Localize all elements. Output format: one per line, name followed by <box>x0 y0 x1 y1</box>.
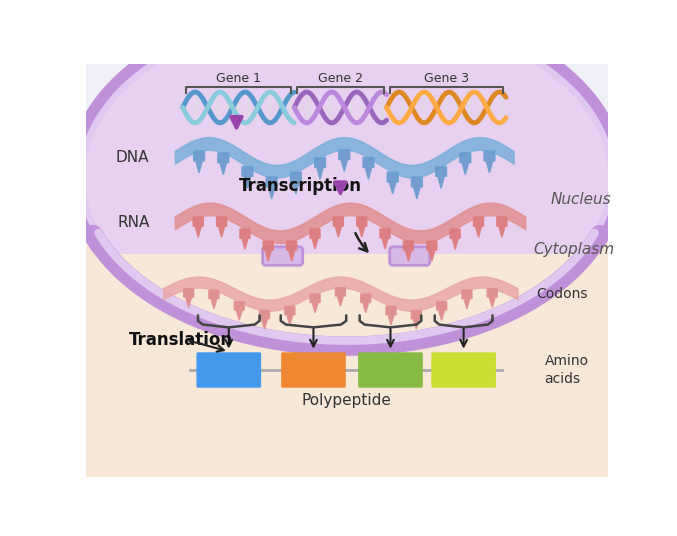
Polygon shape <box>473 217 483 237</box>
Polygon shape <box>285 307 294 325</box>
Polygon shape <box>403 241 414 261</box>
Polygon shape <box>209 290 219 309</box>
Polygon shape <box>437 302 447 320</box>
Polygon shape <box>484 151 495 173</box>
Text: Gene 3: Gene 3 <box>424 72 468 85</box>
FancyBboxPatch shape <box>87 64 608 477</box>
Polygon shape <box>497 217 507 237</box>
Polygon shape <box>286 241 297 261</box>
Text: Cytoplasm: Cytoplasm <box>533 242 614 257</box>
Polygon shape <box>240 229 250 249</box>
Polygon shape <box>412 310 421 329</box>
Text: DNA: DNA <box>116 150 150 165</box>
Polygon shape <box>234 302 244 320</box>
Polygon shape <box>266 177 277 199</box>
Polygon shape <box>217 217 227 237</box>
Polygon shape <box>193 217 203 237</box>
FancyBboxPatch shape <box>87 254 608 477</box>
Polygon shape <box>487 289 497 307</box>
Polygon shape <box>259 310 269 329</box>
FancyBboxPatch shape <box>358 352 423 388</box>
Polygon shape <box>263 241 274 261</box>
Polygon shape <box>436 167 446 188</box>
Polygon shape <box>380 229 390 249</box>
Polygon shape <box>363 158 374 179</box>
FancyBboxPatch shape <box>196 352 261 388</box>
Text: Codons: Codons <box>536 287 588 301</box>
Polygon shape <box>194 151 204 173</box>
Polygon shape <box>183 289 194 307</box>
Ellipse shape <box>85 15 609 338</box>
Text: Gene 2: Gene 2 <box>318 72 363 85</box>
Polygon shape <box>310 229 320 249</box>
Polygon shape <box>361 294 371 312</box>
Ellipse shape <box>85 15 609 338</box>
Polygon shape <box>460 153 471 175</box>
Polygon shape <box>333 217 343 237</box>
Polygon shape <box>218 153 229 175</box>
Polygon shape <box>310 294 320 312</box>
FancyBboxPatch shape <box>87 239 608 477</box>
Text: Amino
acids: Amino acids <box>544 354 588 386</box>
Polygon shape <box>339 150 349 172</box>
FancyBboxPatch shape <box>390 247 430 265</box>
Ellipse shape <box>85 15 609 338</box>
FancyBboxPatch shape <box>263 247 303 265</box>
Polygon shape <box>290 172 301 194</box>
Polygon shape <box>386 307 396 325</box>
Polygon shape <box>412 177 422 199</box>
Polygon shape <box>427 241 437 261</box>
FancyBboxPatch shape <box>281 352 346 388</box>
FancyBboxPatch shape <box>87 254 608 477</box>
Text: RNA: RNA <box>117 215 150 230</box>
Polygon shape <box>357 217 367 237</box>
Text: Gene 1: Gene 1 <box>216 72 261 85</box>
Polygon shape <box>462 290 472 309</box>
Polygon shape <box>242 167 253 188</box>
Text: Nucleus: Nucleus <box>550 192 611 207</box>
Text: Translation: Translation <box>129 331 233 349</box>
Text: Transcription: Transcription <box>239 177 362 195</box>
Text: Polypeptide: Polypeptide <box>302 392 391 407</box>
Polygon shape <box>315 158 326 179</box>
Polygon shape <box>450 229 460 249</box>
Polygon shape <box>387 172 398 194</box>
FancyBboxPatch shape <box>431 352 496 388</box>
Polygon shape <box>335 288 345 306</box>
